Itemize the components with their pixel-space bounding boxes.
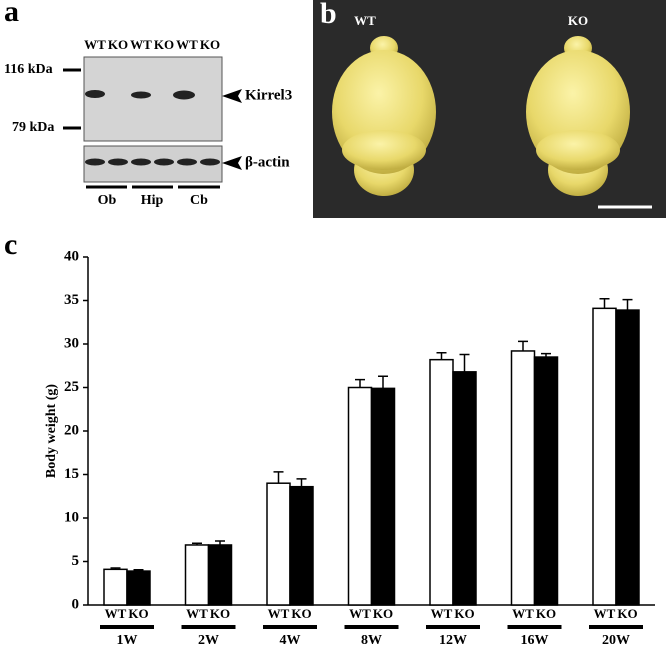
- y-tick-label: 30: [64, 335, 79, 351]
- legend-label: WT: [268, 606, 290, 621]
- band-label: Kirrel3: [245, 87, 292, 103]
- genotype-label: KO: [568, 13, 588, 28]
- panel-label: a: [4, 0, 19, 28]
- brain-wt: [332, 36, 436, 196]
- legend-label: WT: [512, 606, 534, 621]
- bands: [85, 90, 220, 166]
- arrow: [222, 156, 242, 170]
- legend-label: KO: [291, 606, 311, 621]
- bar: [510, 350, 536, 606]
- error-bar: [459, 353, 470, 372]
- y-tick-label: 20: [64, 422, 79, 438]
- bar: [370, 387, 396, 606]
- blot-kirrel3: [83, 56, 223, 142]
- x-tick-label: 20W: [602, 633, 630, 648]
- bar: [533, 356, 559, 606]
- region-label: Hip: [141, 193, 164, 208]
- lane-labels: WT KO WT KO WT KO: [84, 37, 220, 52]
- lane-label: KO: [154, 37, 174, 52]
- brain-ko: [526, 36, 630, 196]
- error-bar: [436, 351, 447, 360]
- bar: [592, 307, 617, 606]
- bar: [126, 570, 151, 606]
- error-bar: [378, 375, 388, 389]
- legend-label: WT: [105, 606, 127, 621]
- legend-label: KO: [536, 606, 556, 621]
- error-bar: [622, 298, 633, 311]
- x-tick-label: 12W: [439, 633, 467, 648]
- lane-label: WT: [130, 37, 152, 52]
- legend-label: KO: [454, 606, 474, 621]
- panel-label: b: [320, 0, 337, 30]
- y-axis-label: Body weight (g): [44, 384, 59, 478]
- y-tick-label: 25: [64, 379, 79, 395]
- bar: [207, 544, 233, 606]
- error-bar: [296, 478, 307, 487]
- bar: [103, 568, 128, 606]
- bar: [184, 544, 210, 606]
- bar: [615, 309, 640, 606]
- bar: [452, 371, 477, 606]
- x-tick-label: 16W: [521, 633, 549, 648]
- marker-label: 116 kDa: [4, 62, 53, 77]
- y-tick-label: 10: [64, 509, 79, 525]
- error-bar: [518, 340, 528, 351]
- panel-label: c: [4, 228, 17, 261]
- blot-actin: [83, 145, 223, 183]
- error-bar: [273, 471, 284, 484]
- bar: [429, 358, 454, 606]
- lane-label: KO: [108, 37, 128, 52]
- bar: [289, 485, 314, 606]
- legend-label: KO: [373, 606, 393, 621]
- legend-label: WT: [186, 606, 208, 621]
- legend-label: WT: [431, 606, 453, 621]
- lane-label: KO: [200, 37, 220, 52]
- y-tick-label: 40: [64, 248, 79, 264]
- legend-label: KO: [128, 606, 148, 621]
- lane-label: WT: [84, 37, 106, 52]
- band-label: β-actin: [245, 154, 290, 170]
- y-tick-label: 15: [64, 466, 79, 482]
- bar: [347, 386, 373, 606]
- y-tick-label: 35: [64, 292, 79, 308]
- x-tick-label: 4W: [280, 633, 301, 648]
- legend-label: WT: [349, 606, 371, 621]
- genotype-label: WT: [354, 13, 376, 28]
- region-label: Ob: [98, 193, 117, 208]
- legend-label: KO: [210, 606, 230, 621]
- x-tick-label: 2W: [198, 633, 219, 648]
- bar: [266, 482, 291, 606]
- error-bar: [599, 298, 610, 309]
- marker-label: 79 kDa: [12, 120, 54, 135]
- lane-label: WT: [176, 37, 198, 52]
- arrow: [222, 89, 242, 103]
- region-label: Cb: [190, 193, 208, 208]
- legend-label: WT: [594, 606, 616, 621]
- legend-label: KO: [617, 606, 637, 621]
- y-tick-label: 5: [72, 553, 80, 569]
- x-tick-label: 1W: [117, 633, 138, 648]
- x-tick-label: 8W: [361, 633, 382, 648]
- y-tick-label: 0: [72, 596, 80, 612]
- error-bar: [355, 378, 365, 388]
